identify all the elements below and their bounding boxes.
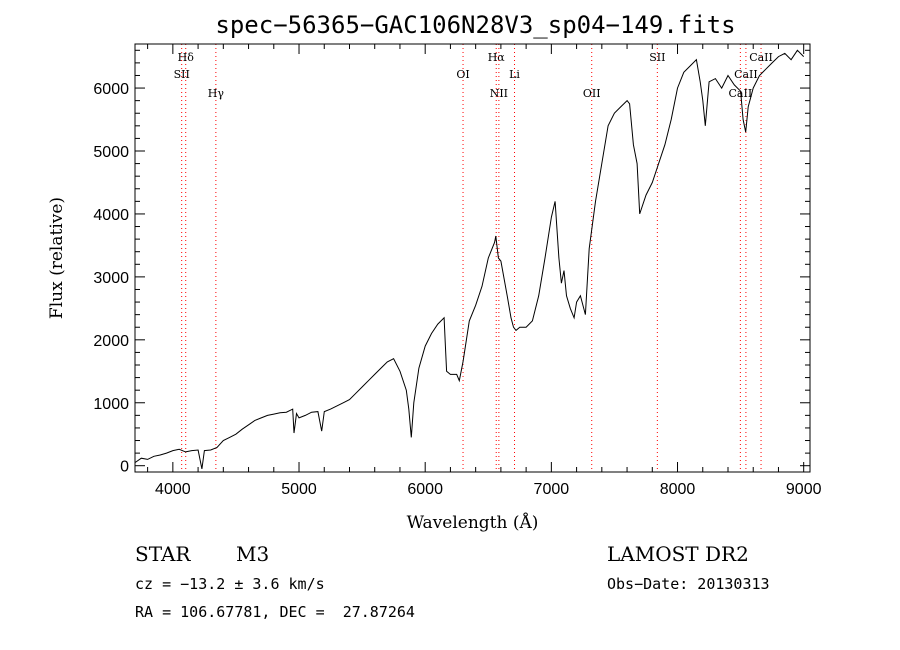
spectral-line-label: SII — [174, 68, 190, 81]
spectral-line-label: NII — [490, 87, 508, 100]
x-axis-label: Wavelength (Å) — [407, 512, 539, 533]
spectral-line-label: CaII — [734, 68, 758, 81]
spectral-line-label: Li — [509, 68, 520, 81]
y-tick-label: 4000 — [93, 207, 129, 224]
survey-name: LAMOST DR2 — [607, 542, 749, 566]
y-tick-label: 1000 — [93, 396, 129, 413]
object-class: STAR — [135, 542, 191, 566]
plot-frame — [134, 43, 811, 473]
y-tick-label: 5000 — [93, 144, 129, 161]
observation-date: Obs−Date: 20130313 — [607, 575, 770, 593]
redshift-velocity: cz = −13.2 ± 3.6 km/s — [135, 575, 325, 593]
y-tick-label: 0 — [120, 459, 129, 476]
y-tick-label: 2000 — [93, 333, 129, 350]
x-tick-label: 4000 — [155, 481, 191, 498]
object-subclass: M3 — [236, 542, 270, 566]
spectral-line-label: OII — [583, 87, 601, 100]
y-tick-label: 3000 — [93, 270, 129, 287]
spectral-line-label: OI — [456, 68, 469, 81]
x-tick-label: 5000 — [281, 481, 317, 498]
spectral-line-label: Hα — [488, 51, 506, 64]
x-tick-label: 6000 — [407, 481, 443, 498]
x-tick-label: 7000 — [534, 481, 570, 498]
spectrum-series-line — [134, 49, 805, 469]
spectral-line-label: Hγ — [208, 87, 225, 100]
chart-title: spec−56365−GAC106N28V3_sp04−149.fits — [215, 11, 735, 39]
x-tick-label: 8000 — [660, 481, 696, 498]
x-tick-label: 9000 — [786, 481, 822, 498]
spectral-line-label: Hδ — [178, 51, 195, 64]
sky-coordinates: RA = 106.67781, DEC = 27.87264 — [135, 603, 415, 621]
spectral-line-label: SII — [649, 51, 665, 64]
y-tick-label: 6000 — [93, 81, 129, 98]
y-axis-label: Flux (relative) — [47, 197, 67, 319]
spectral-line-label: CaII — [749, 51, 773, 64]
